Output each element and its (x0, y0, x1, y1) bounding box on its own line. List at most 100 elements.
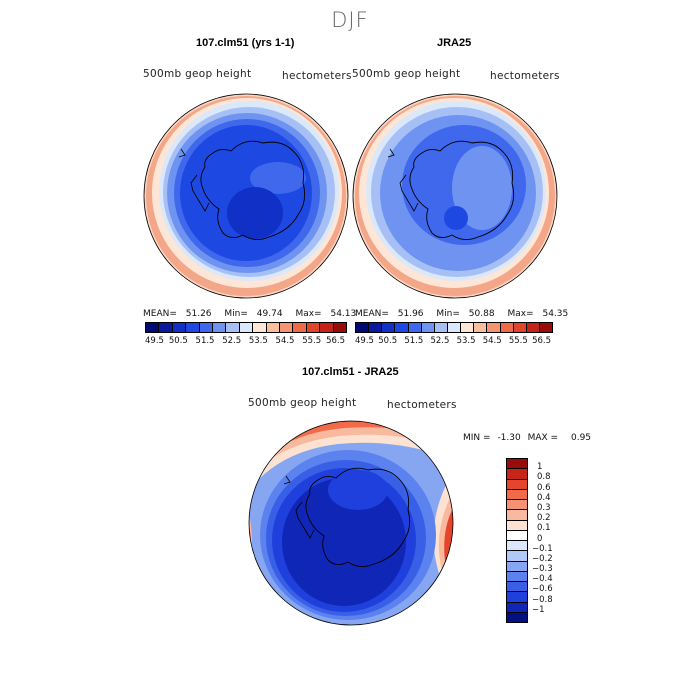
panel1-mean-label: MEAN= (143, 309, 177, 319)
colorbar-tick-label: 55.5 (508, 336, 528, 346)
colorbar-tick-label: 0.1 (537, 523, 551, 534)
colorbar-swatch (507, 459, 527, 470)
panel1-units-label: hectometers (282, 70, 352, 82)
colorbar-tick-label: 52.5 (222, 336, 242, 346)
colorbar-swatch (320, 323, 334, 332)
colorbar-tick-label: 52.5 (430, 336, 450, 346)
panel1-colorbar (145, 322, 347, 333)
diff-min-value: -1.30 (497, 433, 521, 443)
colorbar-tick-label: 53.5 (248, 336, 268, 346)
colorbar-swatch (474, 323, 488, 332)
colorbar-swatch (507, 592, 527, 603)
colorbar-tick-label: −0.1 (532, 543, 553, 554)
colorbar-swatch (507, 469, 527, 480)
panel2-min-value: 50.88 (468, 309, 495, 319)
colorbar-swatch (356, 323, 370, 332)
colorbar-swatch (507, 530, 527, 541)
colorbar-swatch (266, 323, 281, 332)
diff-map-boundary (248, 420, 454, 626)
panel1-max-label: Max= (295, 309, 322, 319)
colorbar-tick-label: 56.5 (532, 336, 551, 346)
panel1-stats: MEAN= 51.26 Min= 49.74 Max= 54.13 (143, 309, 356, 319)
colorbar-tick-label: 50.5 (168, 336, 188, 346)
colorbar-tick-label: 51.5 (404, 336, 424, 346)
panel1-map-boundary (143, 93, 349, 299)
panel1-variable-label: 500mb geop height (143, 68, 252, 80)
panel2-max-value: 54.35 (542, 309, 569, 319)
diff-units-label: hectometers (387, 399, 457, 411)
colorbar-swatch (461, 323, 475, 332)
colorbar-tick-label: −0.2 (532, 553, 553, 564)
diff-coastline-peninsula (295, 501, 315, 539)
colorbar-tick-label: −1 (532, 604, 545, 615)
colorbar-tick-label: −0.4 (532, 574, 553, 585)
diff-max-label: MAX = (527, 433, 559, 443)
diff-panel-title: 107.clm51 - JRA25 (302, 366, 399, 378)
colorbar-swatch (507, 510, 527, 521)
diff-colorbar (506, 458, 528, 623)
colorbar-swatch (226, 323, 240, 332)
colorbar-swatch (507, 612, 527, 622)
colorbar-swatch (408, 323, 422, 332)
colorbar-tick-label: 51.5 (195, 336, 215, 346)
panel2-high-plateau (452, 146, 512, 230)
colorbar-swatch (253, 323, 267, 332)
colorbar-swatch (500, 323, 514, 332)
colorbar-tick-label: 55.5 (302, 336, 322, 346)
colorbar-swatch (199, 323, 214, 332)
colorbar-swatch (434, 323, 448, 332)
colorbar-tick-label: 0.3 (537, 502, 551, 513)
panel1-coastline-antarctica (200, 140, 306, 240)
panel2-mean-label: MEAN= (355, 309, 389, 319)
panel2-coastline-antarctica (409, 140, 515, 240)
colorbar-tick-label: 0.4 (537, 492, 551, 503)
colorbar-swatch (186, 323, 200, 332)
panel2-colorbar (355, 322, 553, 333)
panel2-colorbar-labels: 49.5 50.5 51.5 52.5 53.5 54.5 55.5 56.5 (355, 336, 551, 348)
colorbar-swatch (507, 602, 527, 613)
panel2-title: JRA25 (437, 37, 472, 49)
panel1-min-label: Min= (224, 309, 248, 319)
colorbar-tick-label: 0 (537, 533, 543, 544)
panel1-title: 107.clm51 (yrs 1-1) (196, 37, 295, 49)
colorbar-swatch (213, 323, 227, 332)
colorbar-swatch (239, 323, 254, 332)
colorbar-tick-label: 50.5 (378, 336, 398, 346)
colorbar-tick-label: 1 (537, 462, 543, 473)
diff-max-value: 0.95 (570, 433, 592, 443)
colorbar-swatch (146, 323, 160, 332)
panel2-max-label: Max= (507, 309, 534, 319)
panel2-map-boundary (352, 93, 558, 299)
colorbar-swatch (306, 323, 321, 332)
panel1-min-region (227, 187, 283, 239)
colorbar-swatch (159, 323, 173, 332)
colorbar-swatch (507, 541, 527, 552)
colorbar-swatch (507, 520, 527, 531)
panel1-coastline-peninsula (190, 174, 210, 212)
diff-min-label: MIN = (463, 433, 491, 443)
colorbar-swatch (447, 323, 462, 332)
diff-coastline-antarctica (305, 467, 411, 567)
colorbar-swatch (507, 500, 527, 511)
colorbar-swatch (507, 582, 527, 593)
colorbar-swatch (280, 323, 294, 332)
colorbar-swatch (526, 323, 540, 332)
diff-colorbar-labels: 1 0.8 0.6 0.4 0.3 0.2 0.1 0 −0.1 −0.2 −0.3 −0.4 −0.6… (532, 458, 572, 621)
panel1-polar-map (143, 93, 349, 299)
panel2-units-label: hectometers (490, 70, 560, 82)
panel2-variable-label: 500mb geop height (352, 68, 461, 80)
colorbar-swatch (172, 323, 187, 332)
colorbar-swatch (507, 479, 527, 490)
panel2-coastline-peninsula (399, 174, 419, 212)
panel2-mean-value: 51.96 (397, 309, 424, 319)
panel2-stats: MEAN= 51.96 Min= 50.88 Max= 54.35 (355, 309, 568, 319)
colorbar-swatch (507, 561, 527, 572)
colorbar-tick-label: 53.5 (456, 336, 476, 346)
colorbar-swatch (421, 323, 435, 332)
colorbar-swatch (293, 323, 307, 332)
panel1-colorbar-labels: 49.5 50.5 51.5 52.5 53.5 54.5 55.5 56.5 (145, 336, 345, 348)
colorbar-tick-label: 49.5 (145, 336, 164, 346)
panel1-mean-value: 51.26 (185, 309, 212, 319)
panel2-min-label: Min= (436, 309, 460, 319)
colorbar-swatch (369, 323, 383, 332)
